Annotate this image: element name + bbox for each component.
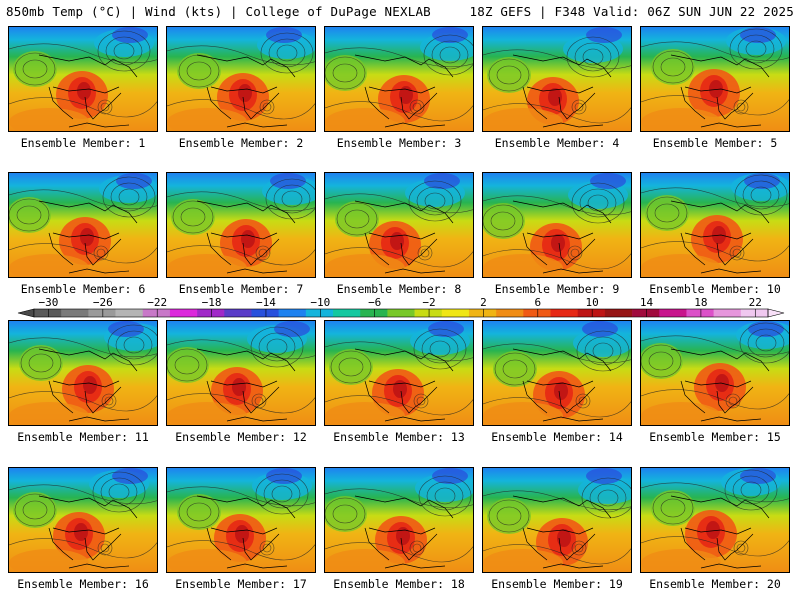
ensemble-map-14 [482,320,632,426]
ensemble-map-18 [324,467,474,573]
ensemble-map-20 [640,467,790,573]
ensemble-member-label: Ensemble Member: 13 [333,430,465,444]
colorbar-swatch [713,309,742,317]
ensemble-member-label: Ensemble Member: 10 [649,282,781,296]
colorbar-tick-label: −22 [147,296,167,309]
ensemble-member-label: Ensemble Member: 20 [649,577,781,591]
colorbar-max-arrow [767,308,785,318]
colorbar-tick-label: −18 [202,296,222,309]
colorbar-tick-label: 6 [534,296,541,309]
colorbar-swatch [360,309,388,317]
colorbar-swatch [468,309,497,317]
colorbar-swatch [34,309,62,317]
colorbar-swatch [740,309,769,317]
colorbar-tick-label: 14 [640,296,654,309]
colorbar-tick-label: 2 [480,296,487,309]
colorbar-swatch [441,309,470,317]
ensemble-member-label: Ensemble Member: 4 [494,136,620,150]
colorbar-swatch [88,309,116,317]
ensemble-map-8 [324,172,474,278]
colorbar-swatch [142,309,171,317]
ensemble-map-12 [166,320,316,426]
ensemble-map-16 [8,467,158,573]
colorbar-swatch [197,309,225,317]
colorbar-swatch [496,309,524,317]
colorbar-swatch [333,309,361,317]
ensemble-map-6 [8,172,158,278]
colorbar-swatch [224,309,252,317]
ensemble-map-10 [640,172,790,278]
colorbar-swatch [414,309,443,317]
colorbar-swatch [278,309,307,317]
ensemble-member-label: Ensemble Member: 8 [336,282,462,296]
ensemble-map-7 [166,172,316,278]
ensemble-member-label: Ensemble Member: 6 [20,282,146,296]
ensemble-member-label: Ensemble Member: 14 [491,430,623,444]
ensemble-map-17 [166,467,316,573]
colorbar-swatch [61,309,89,317]
colorbar-tick-label: −30 [39,296,59,309]
ensemble-member-label: Ensemble Member: 1 [20,136,146,150]
colorbar-swatch [632,309,660,317]
ensemble-member-label: Ensemble Member: 19 [491,577,623,591]
colorbar-swatch [305,309,334,317]
colorbar-tick-label: 22 [749,296,762,309]
colorbar-swatch [169,309,198,317]
colorbar-tick-label: −2 [422,296,435,309]
ensemble-member-label: Ensemble Member: 11 [17,430,149,444]
colorbar-tick-label: −10 [310,296,330,309]
ensemble-map-1 [8,26,158,132]
ensemble-map-2 [166,26,316,132]
colorbar-swatch [387,309,415,317]
ensemble-map-3 [324,26,474,132]
colorbar-swatch [550,309,579,317]
colorbar-tick-label: −6 [368,296,381,309]
ensemble-member-label: Ensemble Member: 12 [175,430,307,444]
ensemble-member-label: Ensemble Member: 5 [652,136,778,150]
colorbar-tick-label: 10 [586,296,599,309]
ensemble-map-5 [640,26,790,132]
ensemble-member-label: Ensemble Member: 15 [649,430,781,444]
ensemble-member-label: Ensemble Member: 16 [17,577,149,591]
ensemble-map-15 [640,320,790,426]
ensemble-member-label: Ensemble Member: 9 [494,282,620,296]
colorbar-swatch [115,309,144,317]
ensemble-map-9 [482,172,632,278]
colorbar-swatch [604,309,633,317]
ensemble-member-label: Ensemble Member: 2 [178,136,304,150]
ensemble-member-label: Ensemble Member: 3 [336,136,462,150]
colorbar-tick-label: −26 [93,296,113,309]
colorbar-swatch [523,309,551,317]
ensemble-member-label: Ensemble Member: 7 [178,282,304,296]
colorbar-swatch [659,309,687,317]
ensemble-member-label: Ensemble Member: 18 [333,577,465,591]
ensemble-member-label: Ensemble Member: 17 [175,577,307,591]
temperature-colorbar: −30−26−22−18−14−10−6−2261014182226303438… [17,296,785,318]
colorbar-tick-label: −14 [256,296,276,309]
ensemble-map-13 [324,320,474,426]
colorbar-swatch [251,309,279,317]
model-valid-time: 18Z GEFS | F348 Valid: 06Z SUN JUN 22 20… [469,4,794,19]
ensemble-map-4 [482,26,632,132]
colorbar-min-arrow [17,308,35,318]
colorbar-swatch [686,309,714,317]
ensemble-map-11 [8,320,158,426]
colorbar-tick-label: 18 [694,296,707,309]
colorbar-swatch [577,309,606,317]
map-title: 850mb Temp (°C) | Wind (kts) | College o… [6,4,431,19]
ensemble-map-19 [482,467,632,573]
